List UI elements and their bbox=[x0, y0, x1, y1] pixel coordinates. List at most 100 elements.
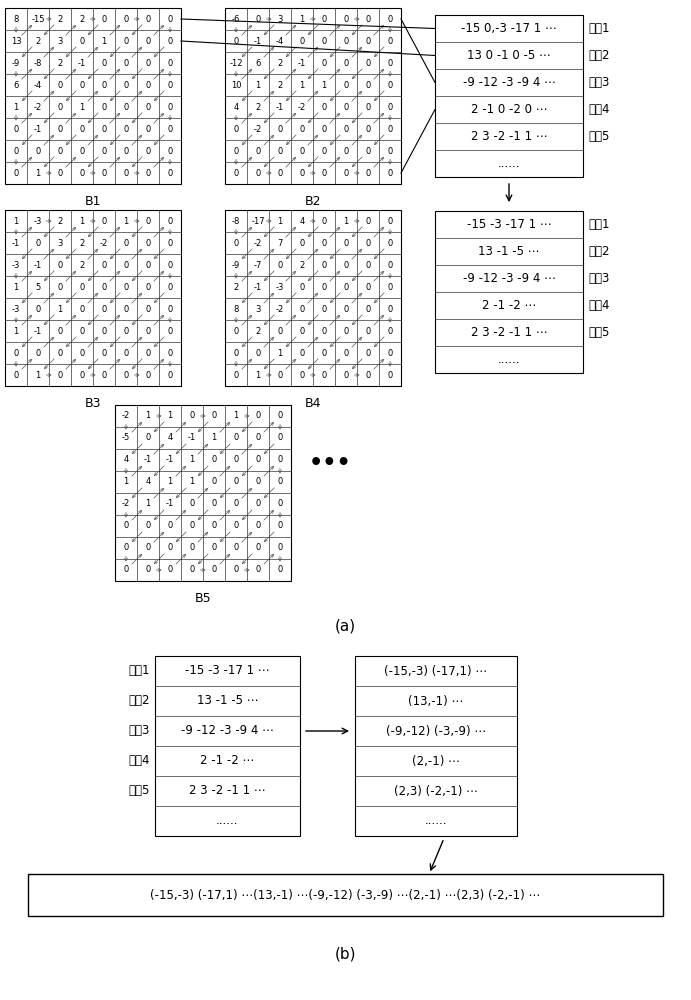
Text: 0: 0 bbox=[256, 168, 261, 178]
Text: 2: 2 bbox=[79, 260, 84, 269]
Text: 1: 1 bbox=[189, 478, 195, 487]
Text: 0: 0 bbox=[57, 146, 63, 155]
Text: 0: 0 bbox=[234, 478, 238, 487]
Text: 序列3: 序列3 bbox=[129, 724, 150, 738]
Text: -1: -1 bbox=[34, 326, 42, 336]
Text: 0: 0 bbox=[13, 370, 19, 379]
Text: 0: 0 bbox=[343, 304, 349, 314]
Text: 0: 0 bbox=[189, 522, 195, 530]
Text: 0: 0 bbox=[145, 304, 151, 314]
Text: 0: 0 bbox=[343, 58, 349, 68]
Text: 0: 0 bbox=[388, 36, 392, 45]
Text: 0: 0 bbox=[277, 544, 283, 552]
Text: 0: 0 bbox=[366, 36, 370, 45]
Text: 0: 0 bbox=[234, 566, 238, 574]
Text: 0: 0 bbox=[145, 238, 151, 247]
Text: 0: 0 bbox=[79, 349, 84, 358]
Text: 1: 1 bbox=[343, 217, 349, 226]
Text: 0: 0 bbox=[102, 14, 106, 23]
Text: 序列4: 序列4 bbox=[588, 103, 609, 116]
Text: 0: 0 bbox=[277, 478, 283, 487]
Text: (-9,-12) (-3,-9) ⋯: (-9,-12) (-3,-9) ⋯ bbox=[386, 724, 486, 738]
Text: 0: 0 bbox=[124, 58, 129, 68]
Text: 0: 0 bbox=[388, 103, 392, 111]
Text: 0: 0 bbox=[234, 522, 238, 530]
Text: 0: 0 bbox=[211, 478, 216, 487]
Text: 1: 1 bbox=[35, 168, 41, 178]
Text: 0: 0 bbox=[211, 456, 216, 464]
Text: 13: 13 bbox=[10, 36, 21, 45]
Text: 2 3 -2 -1 1 ⋯: 2 3 -2 -1 1 ⋯ bbox=[471, 326, 547, 339]
Text: 2 -1 -2 ⋯: 2 -1 -2 ⋯ bbox=[482, 299, 536, 312]
Text: 1: 1 bbox=[321, 81, 327, 90]
Text: 序列1: 序列1 bbox=[129, 664, 150, 678]
Text: 0: 0 bbox=[167, 304, 173, 314]
Text: 0: 0 bbox=[343, 326, 349, 336]
Text: 0: 0 bbox=[124, 146, 129, 155]
Text: 0: 0 bbox=[299, 349, 305, 358]
Text: 0: 0 bbox=[57, 103, 63, 111]
Text: 0: 0 bbox=[145, 282, 151, 292]
Text: 2 3 -2 -1 1 ⋯: 2 3 -2 -1 1 ⋯ bbox=[471, 130, 547, 143]
Text: -1: -1 bbox=[12, 238, 20, 247]
Text: 0: 0 bbox=[299, 282, 305, 292]
Text: 0: 0 bbox=[102, 217, 106, 226]
Text: 0: 0 bbox=[124, 282, 129, 292]
Text: -2: -2 bbox=[122, 412, 130, 420]
Text: 0: 0 bbox=[124, 260, 129, 269]
Text: 0: 0 bbox=[102, 282, 106, 292]
Text: 0: 0 bbox=[79, 168, 84, 178]
Text: 0: 0 bbox=[321, 36, 327, 45]
Text: 0: 0 bbox=[321, 168, 327, 178]
Text: 0: 0 bbox=[299, 238, 305, 247]
Text: 0: 0 bbox=[321, 58, 327, 68]
Text: 0: 0 bbox=[234, 326, 238, 336]
Text: 0: 0 bbox=[57, 370, 63, 379]
Text: 0: 0 bbox=[167, 326, 173, 336]
Text: 2 -1 0 -2 0 ⋯: 2 -1 0 -2 0 ⋯ bbox=[471, 103, 547, 116]
Text: 1: 1 bbox=[13, 326, 19, 336]
Text: 0: 0 bbox=[299, 146, 305, 155]
Text: 0: 0 bbox=[321, 370, 327, 379]
Text: 0: 0 bbox=[343, 282, 349, 292]
Text: 1: 1 bbox=[13, 282, 19, 292]
Text: 0: 0 bbox=[388, 124, 392, 133]
Text: 0: 0 bbox=[321, 124, 327, 133]
Text: -15 -3 -17 1 ⋯: -15 -3 -17 1 ⋯ bbox=[466, 218, 551, 231]
Text: 0: 0 bbox=[277, 370, 283, 379]
Text: 0: 0 bbox=[343, 349, 349, 358]
Text: 0: 0 bbox=[124, 36, 129, 45]
Text: 0: 0 bbox=[102, 349, 106, 358]
Text: 0: 0 bbox=[102, 103, 106, 111]
Text: 0: 0 bbox=[343, 81, 349, 90]
Text: 2: 2 bbox=[57, 14, 63, 23]
Text: 0: 0 bbox=[167, 260, 173, 269]
Text: 0: 0 bbox=[102, 124, 106, 133]
Text: 0: 0 bbox=[211, 522, 216, 530]
Text: 0: 0 bbox=[366, 58, 370, 68]
Text: 0: 0 bbox=[57, 282, 63, 292]
Text: B3: B3 bbox=[85, 397, 102, 410]
Text: 0: 0 bbox=[388, 168, 392, 178]
Text: 0: 0 bbox=[299, 370, 305, 379]
Text: 0: 0 bbox=[388, 349, 392, 358]
Text: -1: -1 bbox=[166, 499, 174, 508]
Text: 2 3 -2 -1 1 ⋯: 2 3 -2 -1 1 ⋯ bbox=[189, 784, 266, 798]
Text: 0: 0 bbox=[299, 304, 305, 314]
Text: 0: 0 bbox=[167, 124, 173, 133]
Text: 0: 0 bbox=[35, 146, 41, 155]
Text: 0: 0 bbox=[343, 238, 349, 247]
Text: 0: 0 bbox=[189, 544, 195, 552]
Text: -1: -1 bbox=[166, 456, 174, 464]
Text: 0: 0 bbox=[211, 412, 216, 420]
Text: -1: -1 bbox=[188, 434, 196, 442]
Text: -7: -7 bbox=[254, 260, 262, 269]
Text: 0: 0 bbox=[277, 522, 283, 530]
Text: -3: -3 bbox=[34, 217, 42, 226]
Bar bbox=[435, 15, 583, 177]
Text: 0: 0 bbox=[57, 349, 63, 358]
Text: 0: 0 bbox=[124, 566, 129, 574]
Text: -15: -15 bbox=[31, 14, 45, 23]
Text: 0: 0 bbox=[189, 412, 195, 420]
Text: 4: 4 bbox=[145, 478, 151, 487]
